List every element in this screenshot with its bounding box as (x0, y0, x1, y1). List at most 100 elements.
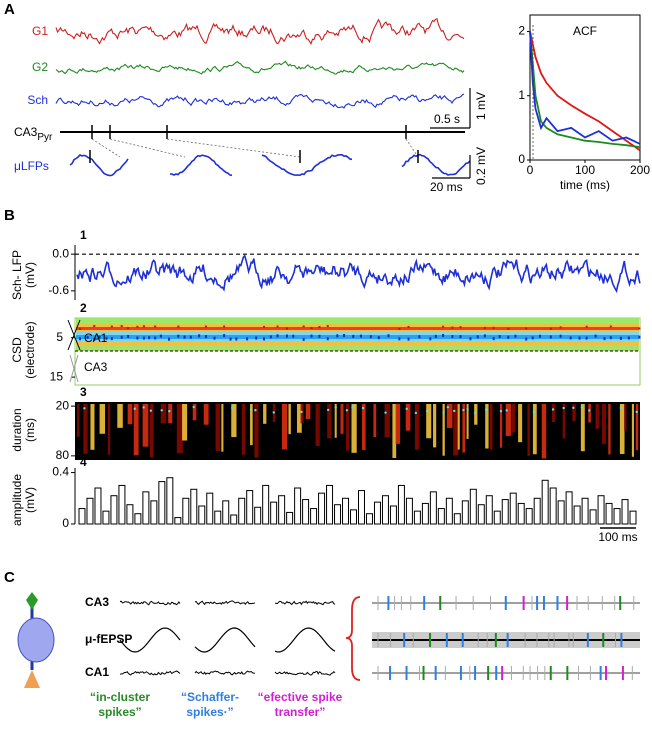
csd-blob (531, 336, 534, 340)
acf-line (529, 31, 641, 152)
csd-blob (407, 325, 410, 328)
scale-label: 0.2 mV (474, 147, 488, 185)
heatmap-streak (305, 404, 311, 420)
csd-band (76, 330, 639, 332)
heatmap-streak (518, 404, 523, 443)
bar (166, 477, 174, 525)
csd-blob (451, 326, 454, 329)
bar (230, 514, 238, 525)
csd-blob (93, 325, 96, 328)
bar (589, 509, 597, 525)
heatmap-streak (345, 404, 350, 451)
heatmap-streak (99, 404, 106, 434)
ca1-trace (194, 670, 256, 676)
csd-blob (578, 336, 581, 340)
connector (109, 138, 186, 158)
scale-label: 1 mV (474, 92, 488, 120)
heatmap-streak (221, 404, 224, 452)
csd-blob (429, 337, 432, 341)
heatmap-streak (562, 404, 566, 439)
csd-band (76, 335, 639, 339)
heatmap-streak (77, 404, 80, 437)
bar (134, 513, 142, 525)
y-axis-label: CSD (10, 337, 24, 363)
heatmap-streak (340, 404, 344, 434)
ca3-trace (194, 600, 256, 606)
panel-label: A (4, 1, 15, 18)
csd-blob (310, 334, 313, 338)
heatmap-streak (250, 404, 253, 446)
bar (549, 487, 557, 525)
csd-blob (136, 336, 139, 340)
ca1-trace (119, 670, 181, 676)
csd-blob (451, 335, 454, 339)
bar (174, 517, 182, 525)
bar (461, 500, 469, 525)
legend-text: spikes” (98, 705, 141, 719)
bar (206, 492, 214, 525)
x-axis-label: time (ms) (560, 178, 610, 192)
sub-panel-number: 4 (80, 455, 87, 469)
row-label: CA1 (85, 665, 109, 679)
heatmap-streak (433, 404, 437, 448)
csd-blob (292, 334, 295, 338)
bar (302, 499, 310, 525)
heatmap-streak (373, 404, 377, 438)
csd-blob (585, 325, 588, 328)
bar (126, 504, 134, 525)
heatmap-streak (133, 404, 139, 456)
csd-blob (459, 335, 462, 339)
electrode-mark (67, 319, 81, 351)
heatmap-streak (300, 404, 304, 424)
bar (214, 510, 222, 525)
csd-blob (142, 336, 145, 340)
csd-blob (498, 335, 501, 339)
csd-blob (246, 337, 249, 341)
csd-blob (418, 335, 421, 339)
peak-dot (414, 411, 418, 415)
y-tick-label: 20 (56, 398, 70, 412)
heatmap-streak (142, 404, 149, 447)
trace-label: Sch (27, 93, 48, 107)
fepsp-trace (274, 627, 336, 653)
heatmap-streak (619, 404, 625, 454)
bar (541, 479, 549, 525)
heatmap-streak (117, 404, 123, 428)
csd-blob (442, 325, 445, 328)
csd-blob (627, 336, 630, 340)
bar (445, 497, 453, 525)
heatmap-streak (107, 404, 111, 455)
csd-blob (514, 334, 517, 338)
trace (55, 60, 465, 75)
csd-blob (359, 334, 362, 338)
trace (55, 93, 465, 109)
heatmap-streak (231, 404, 237, 438)
heatmap-streak (160, 404, 167, 424)
csd-blob (559, 334, 562, 338)
panel-label: C (4, 569, 15, 586)
bar (485, 495, 493, 525)
csd-blob (609, 336, 612, 340)
bar (78, 508, 86, 525)
heatmap-streak (624, 404, 627, 431)
csd-blob (285, 334, 288, 338)
bar (597, 495, 605, 525)
heatmap-streak (457, 404, 460, 450)
connector (166, 138, 301, 158)
heatmap-streak (362, 404, 366, 451)
heatmap-streak (505, 404, 511, 436)
csd-blob (235, 337, 238, 341)
heatmap-streak (351, 404, 357, 453)
neuron-bottom (24, 670, 40, 688)
peak-dot (405, 407, 408, 411)
csd-blob (559, 326, 562, 329)
csd-blob (507, 335, 510, 339)
heatmap-streak (490, 404, 493, 450)
bar (358, 490, 365, 525)
bar (581, 497, 589, 525)
heatmap-streak (392, 404, 397, 458)
acf-line (529, 31, 641, 145)
bar (190, 488, 198, 525)
peak-dot (133, 407, 136, 410)
trace-label: G1 (32, 24, 48, 38)
